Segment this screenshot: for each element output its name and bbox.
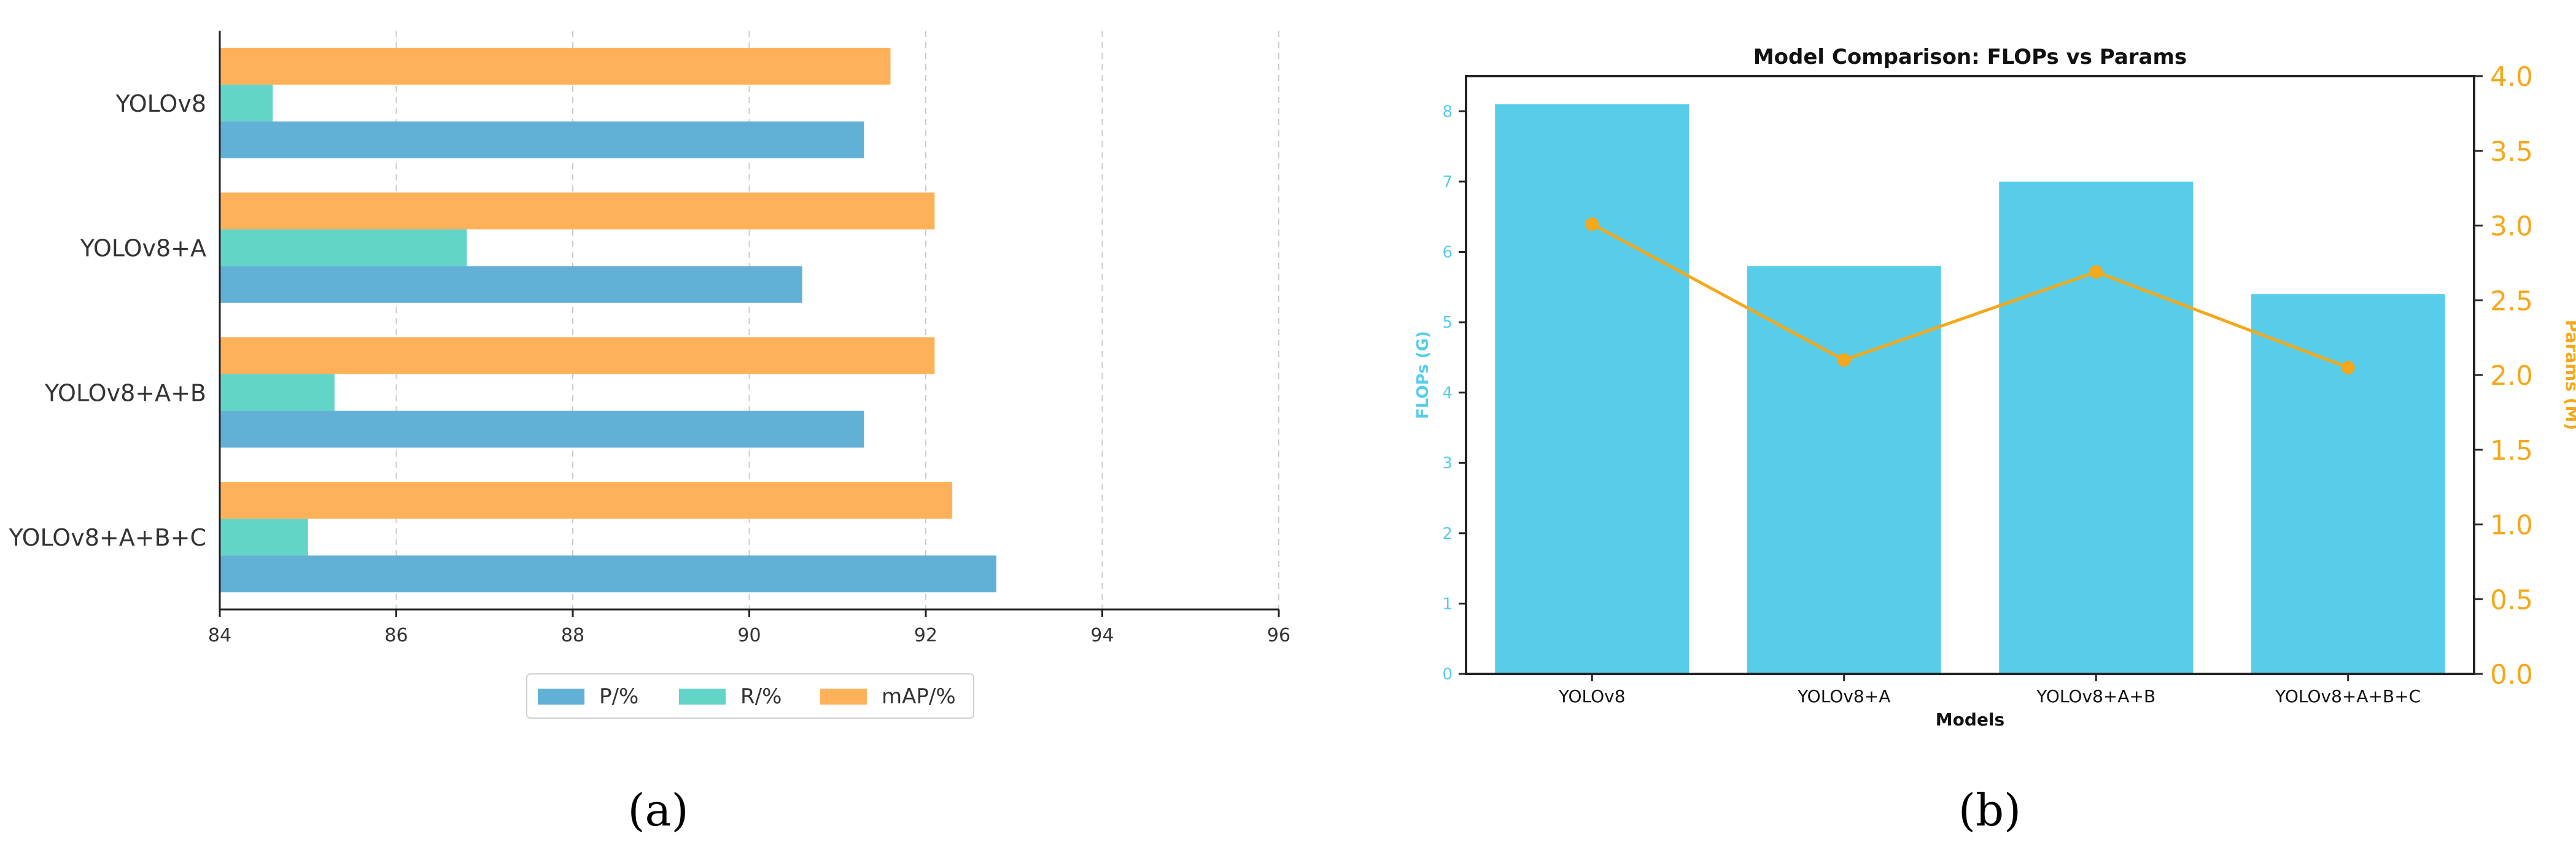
legend-label: R/% bbox=[740, 684, 782, 709]
x-tick-label: YOLOv8+A bbox=[1797, 686, 1890, 706]
params-point bbox=[2089, 265, 2103, 279]
x-tick-label: 86 bbox=[384, 625, 408, 646]
bar-r bbox=[220, 84, 273, 122]
y-left-tick-label: 0 bbox=[1442, 665, 1453, 684]
y-left-tick-label: 2 bbox=[1442, 525, 1453, 543]
bar-map bbox=[220, 47, 891, 85]
y-tick-label: YOLOv8+A+B+C bbox=[8, 524, 206, 551]
y-left-tick-label: 6 bbox=[1442, 243, 1453, 261]
params-line bbox=[1591, 222, 2349, 369]
bar-flops bbox=[1495, 104, 1690, 674]
x-tick-label: 96 bbox=[1267, 625, 1290, 646]
y-right-tick-label: 0.0 bbox=[2490, 659, 2533, 690]
legend-box bbox=[526, 673, 974, 719]
y-left-axis-label: FLOPs (G) bbox=[1414, 331, 1432, 419]
y-tick-label: YOLOv8+A+B bbox=[44, 379, 206, 406]
x-tick-label: YOLOv8+A+B+C bbox=[2275, 686, 2421, 706]
y-left-tick-label: 8 bbox=[1442, 102, 1453, 121]
chart-title: Model Comparison: FLOPs vs Params bbox=[1753, 45, 2187, 69]
panel-a-horizontal-bar-chart: YOLOv8 YOLOv8+A YOLOv8+A+B YOLOv8+A+B+C 84 86… bbox=[8, 31, 1290, 719]
bar-flops bbox=[2251, 294, 2445, 675]
bar-flops bbox=[1999, 181, 2194, 675]
x-tick-label: 84 bbox=[208, 625, 231, 646]
bar-p bbox=[220, 555, 996, 593]
y-right-tick-label: 2.5 bbox=[2490, 285, 2533, 317]
bar-p bbox=[220, 266, 802, 303]
legend-label: P/% bbox=[599, 684, 638, 709]
y-right-tick-label: 4.0 bbox=[2490, 61, 2533, 93]
bar-flops bbox=[1747, 266, 1941, 674]
bar-map bbox=[220, 482, 953, 519]
y-left-tick-label: 7 bbox=[1442, 173, 1453, 191]
params-point bbox=[1837, 353, 1851, 367]
legend-swatch bbox=[820, 689, 867, 705]
y-right-tick-label: 3.5 bbox=[2490, 136, 2533, 168]
y-right-axis-label: Params (M) bbox=[2562, 320, 2576, 430]
bar-p bbox=[220, 411, 864, 448]
x-axis-label: Models bbox=[1936, 709, 2004, 730]
legend-label: mAP/% bbox=[882, 684, 956, 709]
bar-p bbox=[220, 121, 864, 158]
x-tick-label: 94 bbox=[1090, 625, 1114, 646]
params-point bbox=[1585, 217, 1599, 231]
x-tick-label: YOLOv8+A+B bbox=[2036, 686, 2155, 706]
x-tick-label: 90 bbox=[737, 625, 761, 646]
x-tick-label: 88 bbox=[561, 625, 584, 646]
y-left-tick-label: 4 bbox=[1442, 384, 1453, 403]
params-point bbox=[2341, 360, 2355, 374]
legend-swatch bbox=[538, 689, 584, 705]
bar-r bbox=[220, 374, 335, 411]
bar-map bbox=[220, 192, 935, 230]
bar-r bbox=[220, 229, 467, 266]
caption-a: (a) bbox=[627, 784, 688, 836]
y-left-tick-label: 3 bbox=[1442, 454, 1453, 473]
y-right-tick-label: 1.0 bbox=[2490, 510, 2533, 541]
y-right-tick-label: 0.5 bbox=[2490, 584, 2533, 616]
panel-b-flops-params-chart: Model Comparison: FLOPs vs Params 0 1 2 3 4 5 6… bbox=[1414, 45, 2576, 730]
y-tick-label: YOLOv8 bbox=[115, 90, 206, 117]
bar-map bbox=[220, 337, 935, 374]
y-right-tick-label: 3.0 bbox=[2490, 211, 2533, 242]
y-right-tick-label: 2.0 bbox=[2490, 360, 2533, 392]
x-tick-label: YOLOv8 bbox=[1558, 686, 1626, 706]
y-right-tick-label: 1.5 bbox=[2490, 435, 2533, 466]
legend-swatch bbox=[679, 689, 726, 705]
x-tick-label: 92 bbox=[914, 625, 937, 646]
bar-r bbox=[220, 519, 308, 556]
y-tick-label: YOLOv8+A bbox=[80, 235, 206, 262]
y-left-tick-label: 1 bbox=[1442, 595, 1453, 613]
y-left-tick-label: 5 bbox=[1442, 314, 1453, 332]
caption-b: (b) bbox=[1958, 784, 2021, 836]
